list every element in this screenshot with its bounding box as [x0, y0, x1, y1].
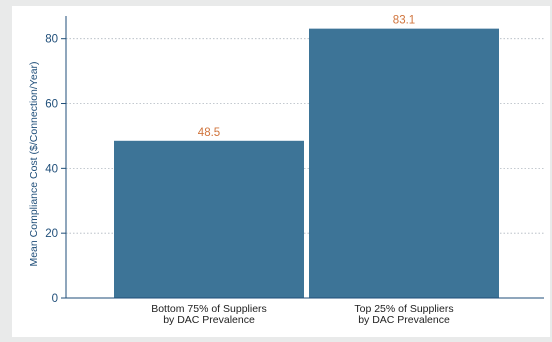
x-category-label-0-0: Bottom 75% of Suppliers: [151, 303, 267, 315]
bar-layer: [114, 28, 499, 298]
x-category-label-1-0: Top 25% of Suppliers: [354, 303, 453, 315]
bar-value-label-0: 48.5: [198, 127, 220, 139]
x-category-label-0-1: by DAC Prevalence: [163, 314, 255, 326]
bar-value-label-1: 83.1: [393, 15, 415, 27]
bar-1: [309, 28, 499, 298]
bar-0: [114, 140, 304, 298]
y-tick-label-3: 60: [45, 99, 58, 111]
y-tick-label-2: 40: [45, 163, 58, 175]
y-tick-label-4: 80: [45, 34, 58, 46]
axis-layer: 0 20 40 60 80: [45, 16, 544, 305]
y-axis-title: Mean Compliance Cost ($/Connection/Year): [28, 61, 40, 266]
y-tick-label-0: 0: [52, 293, 58, 305]
y-tick-label-1: 20: [45, 228, 58, 240]
grid-layer: [66, 38, 544, 234]
x-category-label-1-1: by DAC Prevalence: [358, 314, 450, 326]
